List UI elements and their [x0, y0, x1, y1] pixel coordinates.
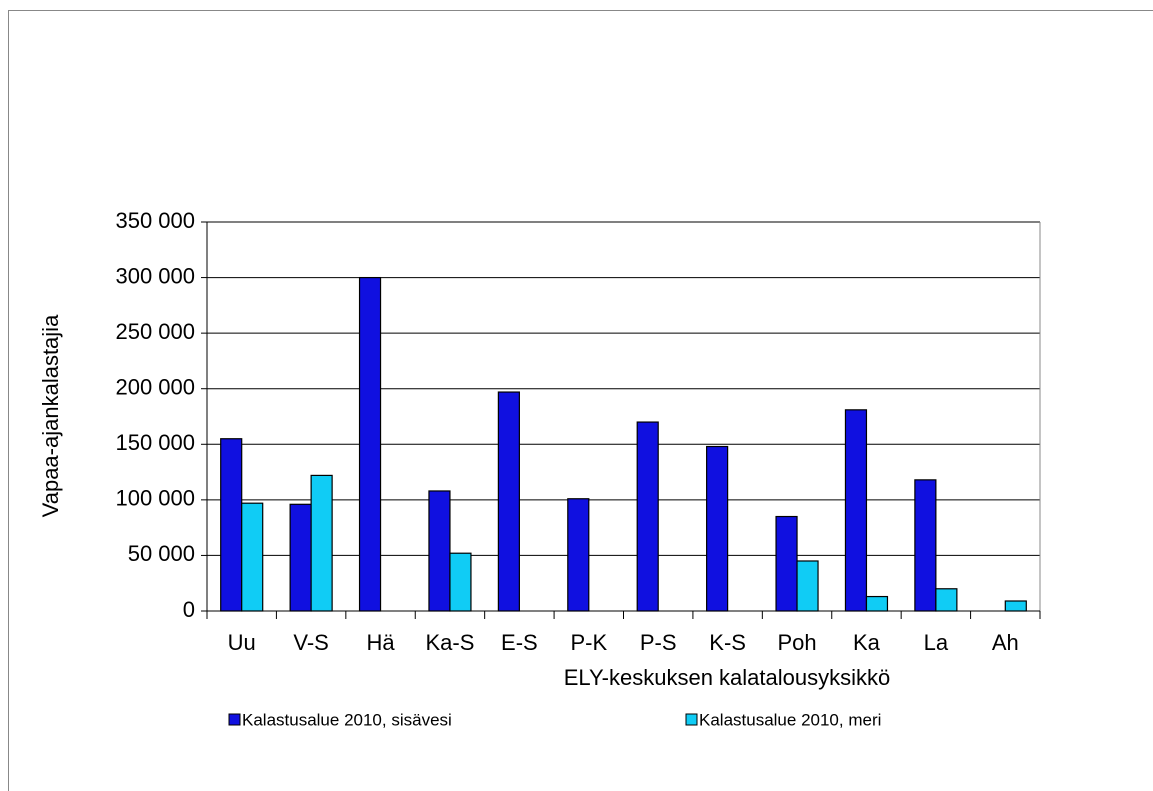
y-tick-label: 300 000: [115, 263, 195, 288]
x-tick-label: Ah: [992, 630, 1019, 655]
x-tick-label: Uu: [228, 630, 256, 655]
y-axis-title: Vapaa-ajankalastajia: [38, 314, 63, 517]
x-tick-label: Hä: [366, 630, 395, 655]
bar: [449, 552, 472, 612]
x-tick-label: V-S: [293, 630, 328, 655]
x-axis-title: ELY-keskuksen kalatalousyksikkö: [564, 665, 891, 690]
legend-label: Kalastusalue 2010, meri: [699, 710, 881, 729]
x-tick-label: P-S: [640, 630, 677, 655]
y-tick-label: 100 000: [115, 486, 195, 511]
x-tick-label: Poh: [777, 630, 816, 655]
x-tick-label: P-K: [570, 630, 607, 655]
bar: [497, 391, 520, 612]
legend-swatch: [228, 713, 241, 726]
y-tick-label: 200 000: [115, 375, 195, 400]
y-tick-label: 150 000: [115, 430, 195, 455]
bar: [1004, 600, 1027, 612]
x-tick-label: Ka-S: [425, 630, 474, 655]
legend-swatch: [685, 713, 698, 726]
bar: [310, 474, 333, 612]
bar: [358, 276, 382, 612]
bar: [775, 515, 798, 612]
bar: [865, 595, 889, 612]
x-tick-label: E-S: [501, 630, 538, 655]
bar: [636, 421, 659, 612]
bar: [796, 560, 819, 612]
x-tick-label: La: [924, 630, 949, 655]
y-tick-label: 0: [183, 597, 195, 622]
y-tick-label: 250 000: [115, 319, 195, 344]
y-tick-label: 50 000: [128, 541, 195, 566]
chart-border: [8, 10, 1153, 791]
legend-label: Kalastusalue 2010, sisävesi: [242, 710, 452, 729]
bar: [241, 502, 264, 612]
bar: [706, 445, 729, 612]
bar: [428, 490, 451, 612]
bar: [567, 498, 590, 612]
bar: [844, 409, 868, 612]
bar: [914, 479, 937, 612]
bar: [935, 588, 958, 612]
bar: [220, 438, 243, 612]
x-tick-label: Ka: [853, 630, 881, 655]
x-tick-label: K-S: [709, 630, 746, 655]
bar: [289, 503, 312, 612]
y-tick-label: 350 000: [115, 208, 195, 233]
